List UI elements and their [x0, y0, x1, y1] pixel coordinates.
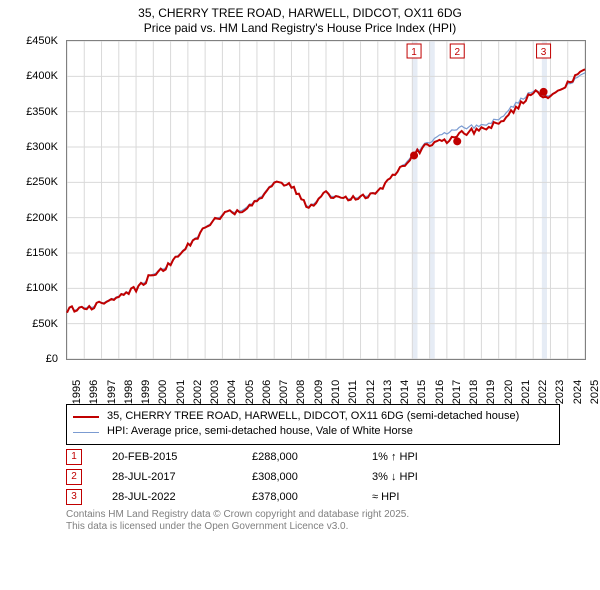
- sale-row: 1 20-FEB-2015 £288,000 1% ↑ HPI: [66, 449, 590, 465]
- y-tick-label: £350K: [14, 106, 58, 118]
- legend: 35, CHERRY TREE ROAD, HARWELL, DIDCOT, O…: [66, 404, 560, 445]
- y-tick-label: £200K: [14, 212, 58, 224]
- x-tick-label: 2006: [261, 380, 273, 404]
- sale-number-box: 1: [66, 449, 82, 465]
- x-tick-label: 2021: [520, 380, 532, 404]
- legend-label: 35, CHERRY TREE ROAD, HARWELL, DIDCOT, O…: [107, 409, 519, 424]
- x-tick-label: 2016: [434, 380, 446, 404]
- y-tick-label: £400K: [14, 70, 58, 82]
- footer-line-2: This data is licensed under the Open Gov…: [66, 521, 590, 534]
- x-tick-label: 2008: [295, 380, 307, 404]
- x-tick-label: 2012: [365, 380, 377, 404]
- x-tick-label: 2007: [278, 380, 290, 404]
- sale-price: £288,000: [252, 451, 342, 463]
- x-tick-label: 2005: [244, 380, 256, 404]
- y-tick-label: £250K: [14, 176, 58, 188]
- chart-area: 1 2 3 £0 £50K £100K £150K £200K £250K £300K £350K…: [10, 40, 590, 398]
- x-tick-label: 2013: [382, 380, 394, 404]
- svg-text:3: 3: [541, 47, 547, 58]
- x-tick-label: 2015: [416, 380, 428, 404]
- x-tick-label: 2019: [485, 380, 497, 404]
- x-tick-label: 2001: [175, 380, 187, 404]
- sale-date: 20-FEB-2015: [112, 451, 222, 463]
- x-tick-label: 2009: [313, 380, 325, 404]
- legend-swatch: [73, 432, 99, 433]
- x-tick-label: 2011: [347, 380, 359, 404]
- legend-row: HPI: Average price, semi-detached house,…: [73, 424, 553, 439]
- sale-price: £378,000: [252, 491, 342, 503]
- x-tick-label: 2004: [226, 380, 238, 404]
- y-tick-label: £450K: [14, 35, 58, 47]
- x-tick-label: 2022: [537, 380, 549, 404]
- sale-hpi: ≈ HPI: [372, 491, 482, 503]
- y-tick-label: £50K: [14, 318, 58, 330]
- x-tick-label: 2002: [192, 380, 204, 404]
- x-tick-label: 2024: [572, 380, 584, 404]
- sales-table: 1 20-FEB-2015 £288,000 1% ↑ HPI 2 28-JUL-2017…: [66, 449, 590, 505]
- x-tick-label: 2023: [554, 380, 566, 404]
- sale-price: £308,000: [252, 471, 342, 483]
- x-tick-label: 2003: [209, 380, 221, 404]
- footer-line-1: Contains HM Land Registry data © Crown c…: [66, 509, 590, 522]
- svg-text:1: 1: [411, 47, 417, 58]
- x-tick-label: 2000: [157, 380, 169, 404]
- sale-number-box: 2: [66, 469, 82, 485]
- legend-swatch: [73, 416, 99, 418]
- x-tick-label: 2018: [468, 380, 480, 404]
- x-tick-label: 1997: [106, 380, 118, 404]
- legend-label: HPI: Average price, semi-detached house,…: [107, 424, 413, 439]
- x-tick-label: 1998: [123, 380, 135, 404]
- sale-date: 28-JUL-2022: [112, 491, 222, 503]
- x-tick-label: 1999: [140, 380, 152, 404]
- sale-row: 2 28-JUL-2017 £308,000 3% ↓ HPI: [66, 469, 590, 485]
- line-chart: 1 2 3: [66, 40, 586, 360]
- y-tick-label: £100K: [14, 282, 58, 294]
- chart-title-2: Price paid vs. HM Land Registry's House …: [10, 21, 590, 36]
- footer: Contains HM Land Registry data © Crown c…: [66, 509, 590, 534]
- sale-row: 3 28-JUL-2022 £378,000 ≈ HPI: [66, 489, 590, 505]
- svg-text:2: 2: [454, 47, 460, 58]
- legend-row: 35, CHERRY TREE ROAD, HARWELL, DIDCOT, O…: [73, 409, 553, 424]
- sale-date: 28-JUL-2017: [112, 471, 222, 483]
- x-tick-label: 1995: [71, 380, 83, 404]
- x-tick-label: 2020: [503, 380, 515, 404]
- sale-hpi: 1% ↑ HPI: [372, 451, 482, 463]
- x-tick-label: 2014: [399, 380, 411, 404]
- y-tick-label: £300K: [14, 141, 58, 153]
- x-tick-label: 1996: [88, 380, 100, 404]
- x-tick-label: 2025: [589, 380, 600, 404]
- sale-hpi: 3% ↓ HPI: [372, 471, 482, 483]
- y-tick-label: £150K: [14, 247, 58, 259]
- y-tick-label: £0: [14, 353, 58, 365]
- chart-title-1: 35, CHERRY TREE ROAD, HARWELL, DIDCOT, O…: [10, 6, 590, 21]
- sale-number-box: 3: [66, 489, 82, 505]
- x-tick-label: 2010: [330, 380, 342, 404]
- x-tick-label: 2017: [451, 380, 463, 404]
